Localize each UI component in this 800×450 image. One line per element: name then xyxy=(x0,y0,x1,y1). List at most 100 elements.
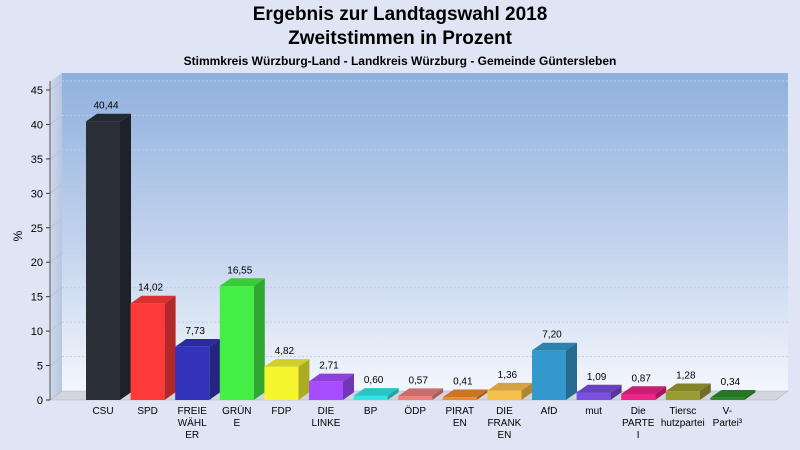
y-tick-label: 35 xyxy=(31,154,43,166)
bar-top xyxy=(576,384,622,393)
bar-side xyxy=(566,342,577,400)
bar xyxy=(665,391,700,400)
data-label: 1,28 xyxy=(676,370,696,381)
bar-side xyxy=(476,389,488,400)
x-tick-label: PIRAT xyxy=(445,406,474,417)
y-tick-label: 0 xyxy=(37,395,43,407)
x-tick-label: BP xyxy=(364,406,378,417)
bar-side xyxy=(343,373,354,400)
bar xyxy=(309,381,343,400)
bar-top xyxy=(710,389,756,398)
x-tick-label: EN xyxy=(497,430,511,441)
bar xyxy=(353,395,388,400)
y-tick-label: 15 xyxy=(31,292,43,304)
x-tick-label: FDP xyxy=(271,406,291,417)
x-tick-label: PARTE xyxy=(622,418,655,429)
data-label: 0,87 xyxy=(631,373,651,384)
bar-side xyxy=(744,389,756,400)
gridline-side xyxy=(49,356,63,366)
x-tick-label: ÖDP xyxy=(404,405,426,417)
bar xyxy=(576,392,611,400)
bar-side xyxy=(521,382,533,400)
bar-side xyxy=(432,388,444,400)
x-tick-label: mut xyxy=(585,406,602,417)
bar-top xyxy=(264,359,310,367)
bar-top xyxy=(665,383,711,392)
bar-side xyxy=(120,113,131,401)
y-tick-label: 30 xyxy=(31,188,43,200)
x-tick-label: CSU xyxy=(92,406,113,417)
y-axis-label: % xyxy=(11,230,25,241)
data-label: 2,71 xyxy=(319,361,339,372)
x-tick-label: Die xyxy=(631,406,646,417)
bar-side xyxy=(610,384,622,400)
gridline-side xyxy=(49,252,63,263)
y-tick-label: 40 xyxy=(31,119,43,131)
gridline-side xyxy=(49,218,63,229)
bar xyxy=(219,285,254,400)
y-tick-label: 5 xyxy=(37,361,43,373)
bar-top xyxy=(219,278,265,286)
data-label: 1,36 xyxy=(498,370,518,381)
bar-side xyxy=(209,339,221,400)
bar xyxy=(130,303,165,400)
bar-top xyxy=(175,339,221,347)
y-tick-label: 25 xyxy=(31,223,43,235)
bar xyxy=(621,394,656,400)
chart-back-wall xyxy=(62,73,788,391)
gridline-side xyxy=(49,115,63,125)
y-tick-label: 45 xyxy=(31,85,43,97)
bar-side xyxy=(253,278,265,400)
chart-left-wall xyxy=(50,73,62,400)
data-label: 14,02 xyxy=(138,283,163,294)
gridline-side xyxy=(49,149,63,160)
x-tick-label: V- xyxy=(723,406,732,417)
bar xyxy=(175,346,210,400)
x-tick-label: DIE xyxy=(318,406,335,417)
x-tick-label: hutzpartei xyxy=(661,418,705,429)
data-label: 4,82 xyxy=(275,346,295,357)
x-tick-label: DIE xyxy=(496,406,513,417)
x-tick-label: I xyxy=(637,430,640,441)
x-tick-label: Partei³ xyxy=(713,418,743,429)
bar-top xyxy=(487,382,533,391)
y-tick-label: 10 xyxy=(31,326,43,338)
chart-subtitle: Stimmkreis Würzburg-Land - Landkreis Wür… xyxy=(183,54,617,68)
x-tick-label: AfD xyxy=(541,406,558,417)
x-tick-label: WÄHL xyxy=(178,417,207,429)
chart-title: Ergebnis zur Landtagswahl 2018 xyxy=(252,4,548,25)
bar-top xyxy=(86,113,131,122)
bar-top xyxy=(532,342,577,351)
bar-side xyxy=(655,386,667,400)
bar xyxy=(710,397,745,400)
bar-top xyxy=(130,295,176,304)
chart-title-line2: Zweitstimmen in Prozent xyxy=(288,28,512,49)
data-label: 0,60 xyxy=(364,375,384,386)
bar-top xyxy=(353,388,399,396)
data-label: 0,41 xyxy=(453,376,473,387)
x-tick-label: SPD xyxy=(137,406,158,417)
bar-side xyxy=(699,383,711,400)
gridline-side xyxy=(49,321,63,332)
x-tick-label: FRANK xyxy=(487,418,521,429)
x-tick-label: ER xyxy=(185,430,199,441)
bar-top xyxy=(621,386,667,395)
data-label: 0,34 xyxy=(721,377,741,388)
gridline-side xyxy=(49,80,63,91)
bar-top xyxy=(442,389,488,398)
x-tick-label: E xyxy=(233,418,240,429)
bar xyxy=(442,397,477,400)
gridline-side xyxy=(49,287,63,297)
bar xyxy=(86,121,120,400)
data-label: 7,73 xyxy=(185,326,205,337)
bar xyxy=(487,390,522,400)
data-label: 16,55 xyxy=(227,265,252,276)
bar-top xyxy=(398,388,444,397)
data-label: 40,44 xyxy=(93,101,118,112)
bar-side xyxy=(298,359,310,400)
y-tick-label: 20 xyxy=(31,257,43,269)
x-tick-label: FREIE xyxy=(177,406,207,417)
data-label: 0,57 xyxy=(408,375,428,386)
x-tick-label: GRÜN xyxy=(222,405,251,417)
